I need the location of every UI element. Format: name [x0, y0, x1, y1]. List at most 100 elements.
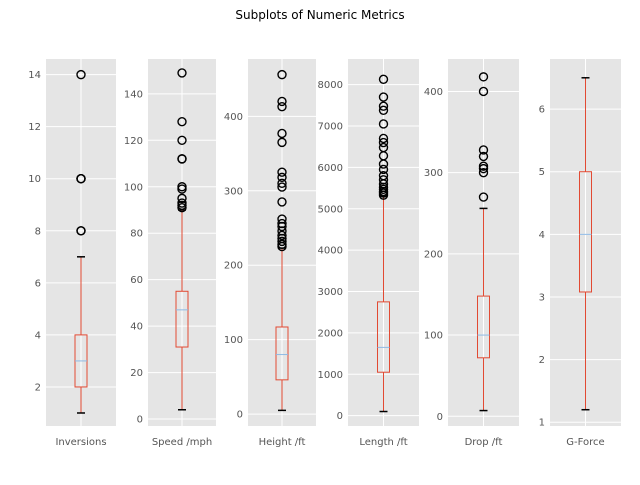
flier-point [378, 142, 389, 153]
flier-point [277, 214, 287, 224]
ytick-label: 100 [124, 182, 143, 193]
ytick-label: 5000 [318, 204, 343, 215]
box [477, 295, 490, 359]
subplot-1: 2 4 6 8 10 12 14 Inversions [28, 59, 116, 448]
flier-point [177, 193, 187, 204]
subplot-2: 0 20 40 60 80 100 120 140 Speed /mph [124, 59, 216, 448]
flier-point [277, 178, 287, 189]
ytick-label: 200 [424, 249, 443, 260]
subplot-3: 0 100 200 300 400 Height /ft [224, 59, 316, 448]
flier-point [277, 137, 287, 148]
flier-point [76, 174, 86, 184]
xtick-label: Drop /ft [465, 437, 503, 448]
flier-point [76, 69, 86, 80]
ytick-label: 3000 [318, 287, 343, 298]
flier-point [478, 161, 489, 171]
ytick-label: 300 [224, 186, 243, 197]
ytick-label: 60 [130, 275, 143, 286]
flier-point [378, 101, 389, 111]
flier-point [177, 117, 187, 127]
ytick-label: 4000 [318, 246, 343, 257]
flier-point [277, 96, 287, 107]
flier-point [378, 137, 389, 148]
box [579, 171, 592, 293]
subplot-6: 1 2 3 4 5 6 G-Force [539, 59, 621, 448]
flier-point [478, 151, 489, 162]
figure-title: Subplots of Numeric Metrics [235, 8, 404, 22]
flier-point [277, 128, 287, 139]
ytick-label: 300 [424, 168, 443, 179]
flier-point [478, 86, 489, 97]
flier-point [177, 68, 187, 78]
flier-point [277, 236, 287, 247]
flier-point [76, 226, 86, 236]
ytick-label: 8000 [318, 80, 343, 91]
ytick-label: 2 [35, 382, 41, 393]
ytick-label: 7000 [318, 122, 343, 133]
flier-point [378, 74, 389, 84]
subplot-4: 0 1000 2000 3000 4000 5000 6000 7000 8000 Length … [318, 59, 419, 448]
ytick-label: 0 [237, 410, 243, 421]
ytick-label: 100 [224, 335, 243, 346]
ytick-label: 10 [28, 174, 41, 185]
flier-point [277, 182, 287, 192]
ytick-label: 4 [35, 330, 41, 341]
ytick-label: 5 [539, 167, 545, 178]
flier-point [177, 182, 187, 192]
flier-point [277, 101, 287, 112]
flier-point [277, 197, 287, 207]
ytick-label: 6 [539, 105, 545, 116]
flier-point [378, 105, 389, 116]
ytick-label: 400 [224, 112, 243, 123]
ytick-label: 1 [539, 418, 545, 429]
ytick-label: 4 [539, 230, 545, 241]
flier-point [177, 135, 187, 145]
panels: 2468101214Inversions020406080100120140Sp… [28, 59, 621, 448]
flier-point [378, 92, 389, 102]
ytick-label: 1000 [318, 370, 343, 381]
flier-point [378, 164, 389, 175]
flier-point [277, 218, 287, 229]
ytick-label: 140 [124, 89, 143, 100]
ytick-label: 3 [539, 292, 545, 303]
ytick-label: 200 [224, 261, 243, 272]
flier-point [277, 69, 287, 80]
flier-point [478, 167, 489, 178]
flier-point [478, 145, 489, 155]
flier-point [177, 198, 187, 208]
flier-point [177, 154, 187, 164]
ytick-label: 20 [130, 368, 143, 379]
ytick-label: 6000 [318, 163, 343, 174]
box [175, 290, 189, 348]
xtick-label: Height /ft [259, 437, 306, 448]
subplot-5: 0 100 200 300 400 Drop /ft [424, 59, 519, 448]
flier-point [378, 119, 389, 129]
xtick-label: Inversions [55, 437, 106, 448]
ytick-label: 400 [424, 87, 443, 98]
xtick-label: Speed /mph [152, 437, 212, 448]
ytick-label: 6 [35, 278, 41, 289]
ytick-label: 100 [424, 331, 443, 342]
ytick-label: 14 [28, 70, 41, 81]
flier-point [478, 72, 489, 82]
box [275, 326, 289, 381]
flier-point [277, 167, 287, 177]
ytick-label: 2 [539, 355, 545, 366]
flier-point [277, 230, 287, 241]
flier-point [378, 175, 389, 185]
ytick-label: 40 [130, 322, 143, 333]
flier-point [378, 170, 389, 181]
ytick-label: 0 [137, 415, 143, 426]
xtick-label: G-Force [566, 437, 604, 448]
flier-point [478, 192, 489, 202]
box [377, 301, 390, 373]
flier-point [277, 239, 287, 250]
ytick-label: 12 [28, 122, 41, 133]
ytick-label: 0 [337, 411, 343, 422]
flier-point [277, 172, 287, 183]
flier-point [378, 133, 389, 144]
xtick-label: Length /ft [359, 437, 407, 448]
ytick-label: 120 [124, 136, 143, 147]
